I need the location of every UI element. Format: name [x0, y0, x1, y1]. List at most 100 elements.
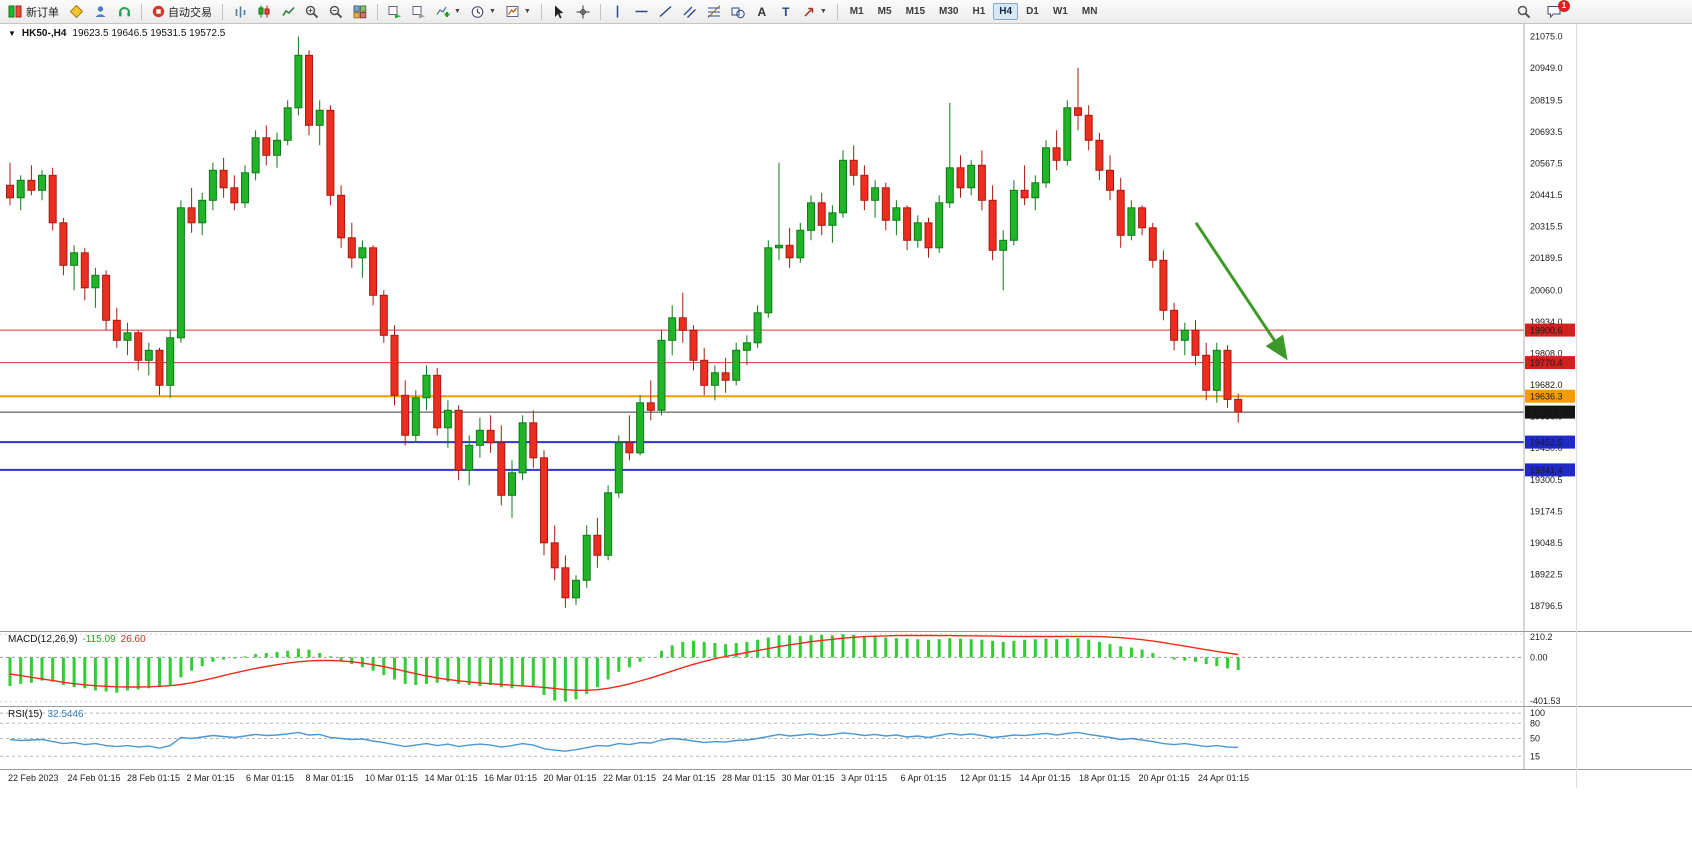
- candlestick-icon: [258, 5, 270, 18]
- support-button[interactable]: [113, 2, 135, 22]
- main-chart-panel[interactable]: 21075.0 20949.0 20819.5 20693.5 20567.5 20441…: [0, 24, 1692, 632]
- price-level-badges: 19900.6 19770.4 19636.3 19572.5 19452.5 19341…: [1525, 323, 1575, 477]
- timeframe-m5[interactable]: M5: [877, 6, 892, 17]
- auto-scroll-icon: [388, 5, 401, 18]
- cursor-icon: [555, 5, 564, 18]
- indicators-icon: [436, 6, 450, 17]
- timeframe-h4[interactable]: H4: [993, 3, 1019, 20]
- tile-windows-button[interactable]: [349, 2, 371, 22]
- svg-text:20441.5: 20441.5: [1530, 190, 1563, 200]
- crosshair-tool-button[interactable]: [572, 2, 594, 22]
- time-label: 20 Apr 01:15: [1138, 773, 1190, 783]
- svg-text:19341.4: 19341.4: [1530, 465, 1563, 475]
- toolbar-separator: [377, 3, 378, 20]
- arrows-tool-button[interactable]: ▼: [799, 2, 831, 22]
- rsi-line: [9, 731, 1239, 752]
- time-label: 8 Mar 01:15: [305, 773, 354, 783]
- time-label: 24 Apr 01:15: [1198, 773, 1250, 783]
- indicators-button[interactable]: ▼: [432, 2, 465, 22]
- templates-button[interactable]: ▼: [502, 2, 535, 22]
- candlestick-chart[interactable]: 21075.0 20949.0 20819.5 20693.5 20567.5 20441…: [0, 24, 1692, 631]
- bar-chart-mode-button[interactable]: [229, 2, 251, 22]
- channel-tool-button[interactable]: [679, 2, 701, 22]
- time-label: 3 Apr 01:15: [841, 773, 888, 783]
- symbol-timeframe-label: HK50-,H4: [21, 28, 67, 39]
- auto-scroll-button[interactable]: [384, 2, 406, 22]
- price-axis-drag-area[interactable]: [1524, 24, 1576, 770]
- macd-chart[interactable]: 210.2 0.00 -401.53: [0, 632, 1692, 706]
- timeframe-m15[interactable]: M15: [905, 6, 926, 17]
- rsi-value: 32.5446: [47, 709, 84, 720]
- horizontal-level-lines[interactable]: [0, 329, 1524, 471]
- autotrading-button[interactable]: 自动交易: [148, 2, 216, 22]
- svg-text:19048.5: 19048.5: [1530, 538, 1563, 548]
- time-label: 18 Apr 01:15: [1079, 773, 1131, 783]
- svg-text:19934.0: 19934.0: [1530, 317, 1563, 327]
- zoom-out-button[interactable]: [325, 2, 347, 22]
- rsi-level-lines: [0, 712, 1524, 757]
- line-chart-mode-button[interactable]: [277, 2, 299, 22]
- chart-window-right-edge: [1576, 24, 1577, 788]
- metaeditor-button[interactable]: [65, 2, 87, 22]
- crosshair-icon: [576, 5, 590, 18]
- timeframe-m30[interactable]: M30: [939, 6, 959, 17]
- fibonacci-tool-button[interactable]: [703, 2, 725, 22]
- svg-text:20949.0: 20949.0: [1530, 63, 1563, 73]
- svg-text:20315.5: 20315.5: [1530, 221, 1563, 231]
- horizontal-line-tool-button[interactable]: [631, 2, 653, 22]
- line-chart-icon: [281, 6, 295, 16]
- new-order-label: 新订单: [26, 6, 59, 19]
- text-label-icon: T: [782, 4, 790, 19]
- rsi-label: RSI(15): [8, 709, 43, 720]
- time-axis[interactable]: 22 Feb 2023 24 Feb 01:15 28 Feb 01:15 2 Mar…: [0, 770, 1692, 788]
- horizontal-line-icon: [635, 10, 648, 13]
- svg-text:20819.5: 20819.5: [1530, 95, 1563, 105]
- new-order-icon: [8, 5, 22, 18]
- periods-button[interactable]: ▼: [467, 2, 500, 22]
- time-label: 6 Mar 01:15: [246, 773, 295, 783]
- timeframe-h1[interactable]: H1: [972, 6, 986, 17]
- shapes-icon: [731, 7, 745, 18]
- metaeditor-icon: [69, 5, 83, 18]
- rsi-panel[interactable]: 100 80 50 15 RSI(15) 32.5446: [0, 707, 1692, 770]
- chart-title: ▼ HK50-,H4 19623.5 19646.5 19531.5 19572…: [8, 28, 225, 39]
- fibonacci-icon: [707, 5, 721, 18]
- timeframe-mn[interactable]: MN: [1081, 6, 1098, 17]
- vertical-line-tool-button[interactable]: [607, 2, 629, 22]
- templates-icon: [506, 6, 519, 17]
- zoom-in-button[interactable]: [301, 2, 323, 22]
- timeframe-w1[interactable]: W1: [1052, 6, 1068, 17]
- svg-text:210.2: 210.2: [1530, 632, 1553, 642]
- macd-panel[interactable]: 210.2 0.00 -401.53 MACD(12,26,9) -115.09 2…: [0, 632, 1692, 707]
- text-label-tool-button[interactable]: T: [775, 2, 797, 22]
- cursor-tool-button[interactable]: [548, 2, 570, 22]
- one-click-trading-toggle[interactable]: ▼: [8, 29, 16, 38]
- channel-icon: [683, 6, 696, 18]
- search-icon: [1517, 5, 1531, 18]
- svg-text:20693.5: 20693.5: [1530, 127, 1563, 137]
- macd-signal-value: 26.60: [120, 634, 146, 645]
- trendline-tool-button[interactable]: [655, 2, 677, 22]
- shapes-tool-button[interactable]: [727, 2, 749, 22]
- search-button[interactable]: [1513, 2, 1535, 22]
- candlestick-mode-button[interactable]: [253, 2, 275, 22]
- timeframe-d1[interactable]: D1: [1026, 6, 1039, 17]
- notifications-button[interactable]: 1: [1543, 0, 1570, 22]
- svg-text:20567.5: 20567.5: [1530, 158, 1563, 168]
- dropdown-caret-icon: ▼: [454, 8, 461, 15]
- macd-label: MACD(12,26,9): [8, 634, 78, 645]
- chart-shift-icon: [412, 5, 425, 18]
- new-order-button[interactable]: 新订单: [4, 2, 63, 22]
- svg-text:50: 50: [1530, 734, 1540, 744]
- community-button[interactable]: [89, 2, 111, 22]
- time-label: 10 Mar 01:15: [365, 773, 419, 783]
- trend-arrow-annotation[interactable]: [1194, 221, 1288, 361]
- chart-shift-button[interactable]: [408, 2, 430, 22]
- toolbar-right-group: 1: [1513, 0, 1570, 22]
- text-tool-button[interactable]: A: [751, 2, 773, 22]
- toolbar-separator: [599, 3, 601, 20]
- timeframe-m1[interactable]: M1: [849, 6, 864, 17]
- svg-text:15: 15: [1530, 751, 1540, 761]
